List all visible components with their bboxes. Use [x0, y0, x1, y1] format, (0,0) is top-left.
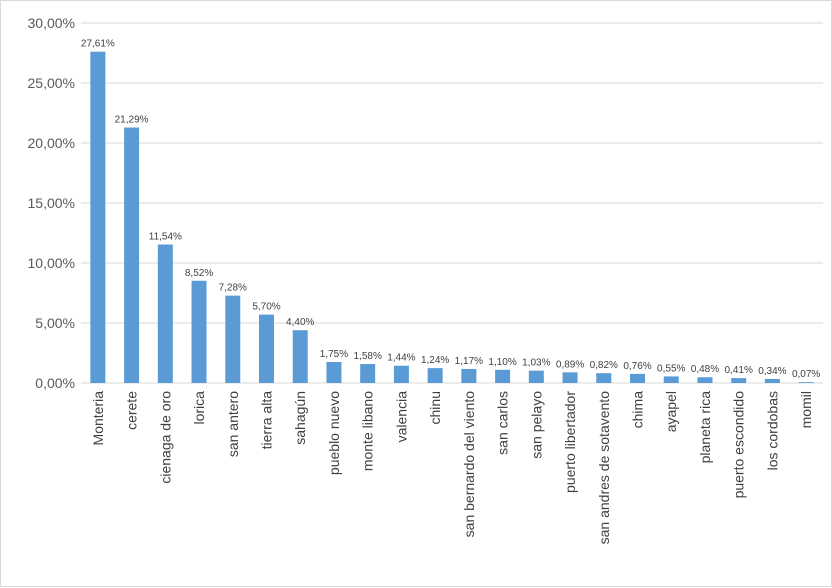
bar [259, 314, 274, 383]
data-label: 0,34% [758, 366, 786, 377]
x-tick-label: Monteria [90, 391, 106, 446]
bars [90, 51, 814, 384]
y-tick-label: 10,00% [28, 255, 75, 271]
bar [292, 330, 308, 383]
x-tick-label: valencia [393, 391, 409, 443]
x-axis-ticks: Monteria cerete cienaga de oro lorica san an… [90, 391, 814, 545]
data-label: 0,76% [623, 361, 651, 372]
y-tick-label: 30,00% [28, 15, 75, 31]
data-label: 1,44% [387, 353, 415, 364]
data-label: 5,70% [252, 302, 280, 313]
bar [630, 373, 645, 383]
x-tick-label: chinu [427, 391, 443, 424]
bar [764, 378, 780, 383]
y-tick-label: 20,00% [28, 135, 75, 151]
data-label: 1,03% [522, 358, 550, 369]
data-label: 1,58% [354, 351, 382, 362]
x-tick-label: puerto escondido [731, 391, 747, 499]
bar [427, 368, 443, 383]
y-tick-label: 5,00% [35, 315, 75, 331]
data-label: 11,54% [149, 232, 182, 243]
x-tick-label: planeta rica [697, 391, 713, 464]
data-label: 0,41% [725, 365, 753, 376]
data-label: 27,61% [81, 39, 115, 50]
data-label: 21,29% [115, 115, 149, 126]
x-tick-label: ayapel [663, 391, 679, 432]
x-tick-label: san bernardo del viento [461, 391, 477, 538]
bar [697, 377, 713, 383]
data-labels: 27,61% 21,29% 11,54% 8,52% 7,28% 5,70% 4,40% 1,… [81, 39, 821, 380]
data-label: 0,48% [691, 364, 719, 375]
data-label: 4,40% [286, 317, 314, 328]
bar [157, 244, 173, 383]
x-tick-label: tierra alta [259, 391, 275, 450]
bar [90, 51, 106, 384]
x-tick-label: monte libano [360, 391, 376, 471]
bar [562, 372, 578, 383]
x-tick-label: san antero [225, 391, 241, 457]
bar [528, 370, 544, 383]
data-label: 1,24% [421, 355, 449, 366]
x-tick-label: los cordobas [764, 391, 780, 470]
bar [360, 364, 376, 383]
y-axis-ticks: 0,00% 5,00% 10,00% 15,00% 20,00% 25,00% 30,00% [28, 15, 75, 391]
bar [225, 295, 241, 383]
bar [393, 365, 409, 383]
x-tick-label: sahagún [292, 391, 308, 445]
data-label: 1,10% [488, 357, 516, 368]
y-tick-label: 25,00% [28, 75, 75, 91]
data-label: 0,82% [590, 360, 618, 371]
bar [191, 280, 207, 383]
bar [663, 376, 679, 383]
bar [731, 378, 747, 383]
bar [461, 368, 477, 383]
x-tick-label: momil [798, 391, 814, 428]
bar [798, 382, 814, 383]
data-label: 7,28% [219, 283, 247, 294]
data-label: 0,55% [657, 363, 685, 374]
data-label: 0,07% [792, 369, 820, 380]
bar [596, 373, 612, 383]
x-tick-label: pueblo nuevo [326, 391, 342, 475]
x-tick-label: puerto libertador [562, 391, 578, 493]
bar [326, 362, 342, 383]
x-tick-label: cerete [124, 391, 140, 430]
x-tick-label: cienaga de oro [157, 391, 173, 484]
x-tick-label: san pelayo [528, 391, 544, 459]
x-tick-label: lorica [191, 391, 207, 425]
bar [124, 127, 140, 384]
data-label: 0,89% [556, 359, 584, 370]
x-tick-label: san carlos [495, 391, 511, 455]
x-tick-label: san andres de sotavento [596, 391, 612, 545]
bar [495, 369, 511, 383]
y-tick-label: 0,00% [35, 375, 75, 391]
y-tick-label: 15,00% [28, 195, 75, 211]
x-tick-label: chima [630, 391, 646, 429]
data-label: 1,17% [455, 356, 483, 367]
data-label: 1,75% [320, 349, 348, 360]
data-label: 8,52% [185, 268, 213, 279]
